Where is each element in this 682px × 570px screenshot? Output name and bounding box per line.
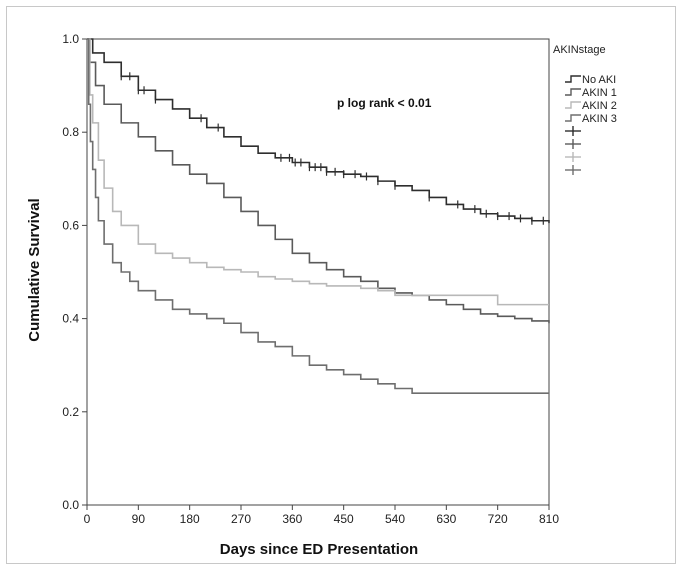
series-layer — [87, 38, 550, 394]
legend-swatch-akin-3 — [565, 114, 581, 122]
x-tick-label: 90 — [132, 512, 146, 526]
x-tick-label: 270 — [231, 512, 251, 526]
legend-swatch-akin-1 — [565, 88, 581, 96]
y-tick-label: 0.8 — [62, 125, 79, 139]
series-line-akin-1 — [87, 38, 550, 324]
legend-label: AKIN 2 — [582, 100, 617, 112]
x-tick-label: 540 — [385, 512, 405, 526]
legend-swatch-akin-2 — [565, 101, 581, 109]
x-tick-label: 0 — [84, 512, 91, 526]
x-tick-label: 180 — [180, 512, 200, 526]
y-tick-label: 0.0 — [62, 498, 79, 512]
legend-swatch-no-aki — [565, 75, 581, 83]
y-tick-label: 0.4 — [62, 312, 79, 326]
plot-area — [86, 38, 550, 506]
log-rank-annotation: p log rank < 0.01 — [337, 96, 432, 110]
plot-border — [86, 38, 550, 506]
y-axis-title: Cumulative Survival — [26, 198, 43, 341]
x-tick-label: 630 — [436, 512, 456, 526]
x-tick-label: 720 — [488, 512, 508, 526]
x-axis: 0 90 180 270 360 450 540 630 720 810 — [84, 505, 559, 526]
x-axis-title: Days since ED Presentation — [220, 541, 418, 558]
y-axis: 0.0 0.2 0.4 0.6 0.8 1.0 — [62, 32, 87, 512]
legend-label: AKIN 3 — [582, 113, 617, 125]
x-tick-label: 360 — [282, 512, 302, 526]
chart-frame: 0 90 180 270 360 450 540 630 720 810 0.0 0.2 0.4 0.6… — [6, 6, 676, 564]
x-tick-label: 810 — [539, 512, 559, 526]
legend-label: AKIN 1 — [582, 87, 617, 99]
series-line-akin-3 — [87, 38, 549, 394]
legend-title: AKINstage — [553, 44, 606, 56]
y-tick-label: 1.0 — [62, 32, 79, 46]
x-tick-label: 450 — [334, 512, 354, 526]
series-line-akin-2 — [87, 38, 549, 306]
series-line-no-aki — [87, 38, 550, 224]
y-tick-label: 0.2 — [62, 405, 79, 419]
y-tick-label: 0.6 — [62, 218, 79, 232]
legend-label: No AKI — [582, 74, 616, 86]
survival-chart: 0 90 180 270 360 450 540 630 720 810 0.0 0.2 0.4 0.6… — [26, 32, 617, 558]
